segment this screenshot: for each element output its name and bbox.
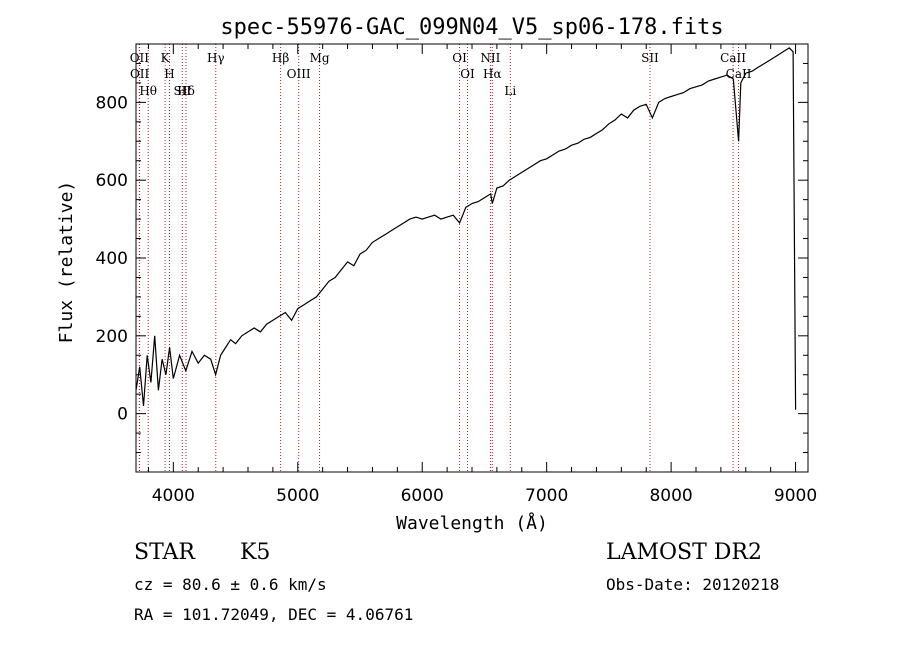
y-tick-label: 200: [96, 327, 128, 347]
spectrum-series-layer: [135, 47, 797, 410]
spectral-marker-label: OII: [130, 67, 150, 81]
chart-title: spec-55976-GAC_099N04_V5_sp06-178.fits: [220, 15, 723, 40]
y-tick-label: 800: [96, 93, 128, 113]
spectral-marker-label: OI: [460, 67, 475, 81]
x-tick-label: 5000: [276, 486, 319, 506]
spectral-marker-lines: [138, 44, 740, 472]
x-tick-label: 7000: [525, 486, 568, 506]
x-tick-label: 8000: [649, 486, 692, 506]
survey-name: LAMOST DR2: [606, 540, 762, 565]
spectral-marker-label: K: [161, 51, 171, 65]
y-tick-label: 400: [96, 249, 128, 269]
coordinates: RA = 101.72049, DEC = 4.06761: [134, 605, 413, 624]
spectral-marker-label: Hδ: [177, 84, 195, 98]
plot-frame: [135, 43, 809, 473]
spectral-marker-label: Hβ: [272, 51, 289, 65]
object-subclass: K5: [240, 540, 270, 565]
spectral-marker-label: Li: [504, 84, 516, 98]
spectral-marker-label: SII: [173, 84, 191, 98]
y-tick-label: 0: [117, 405, 128, 425]
spectral-marker-label: CaII: [726, 67, 752, 81]
observation-date: Obs-Date: 20120218: [606, 575, 779, 594]
spectral-marker-label: H: [164, 67, 174, 81]
axes: [135, 43, 809, 473]
object-type: STAR: [134, 540, 196, 565]
spectral-marker-label: Hθ: [139, 84, 157, 98]
x-tick-label: 6000: [401, 486, 444, 506]
spectral-marker-label: Hγ: [207, 51, 225, 65]
redshift-velocity: cz = 80.6 ± 0.6 km/s: [134, 575, 327, 594]
y-tick-label: 600: [96, 171, 128, 191]
x-tick-label: 9000: [774, 486, 817, 506]
spectral-marker-label: SII: [641, 51, 659, 65]
spectral-marker-label: Hα: [483, 67, 502, 81]
spectral-marker-label: CaII: [720, 51, 746, 65]
x-axis-label: Wavelength (Å): [396, 512, 548, 534]
spectral-marker-label: NII: [480, 51, 500, 65]
spectral-marker-label: OII: [130, 51, 150, 65]
y-axis-ticks: 0 200 400 600 800: [96, 62, 808, 454]
spectral-marker-label: OIII: [287, 67, 311, 81]
spectral-marker-label: Mg: [310, 51, 330, 65]
spectrum-line: [135, 47, 797, 410]
spectral-marker-label: OI: [452, 51, 467, 65]
x-tick-label: 4000: [152, 486, 195, 506]
y-axis-label: Flux (relative): [56, 181, 77, 344]
x-axis-ticks: 4000 5000 6000 7000 8000 9000: [147, 44, 817, 506]
